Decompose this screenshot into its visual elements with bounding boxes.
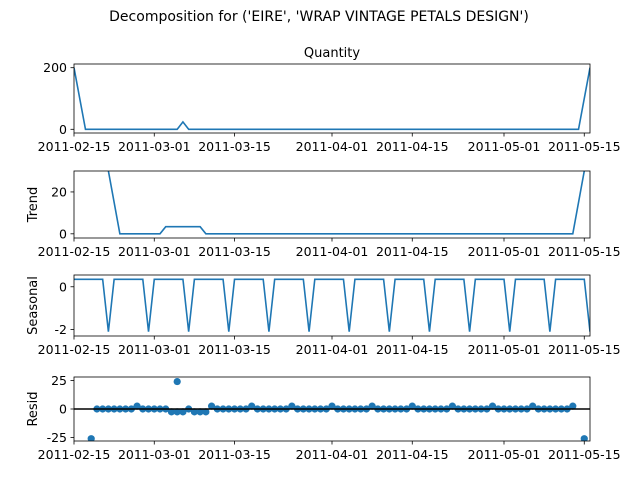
resid-point — [408, 402, 416, 410]
x-tick-label: 2011-05-15 — [548, 244, 621, 259]
y-tick-label: 0 — [59, 279, 67, 294]
seasonal-series — [74, 278, 590, 332]
figure-suptitle: Decomposition for ('EIRE', 'WRAP VINTAGE… — [109, 9, 529, 25]
resid-point — [288, 402, 296, 410]
observed-series — [74, 67, 590, 131]
x-tick-label: 2011-03-01 — [118, 447, 191, 462]
x-tick-label: 2011-02-15 — [38, 139, 111, 154]
resid-point — [87, 435, 95, 441]
trend-series — [107, 171, 586, 235]
x-tick-label: 2011-04-15 — [376, 244, 449, 259]
x-tick-label: 2011-03-01 — [118, 342, 191, 357]
y-tick-label: -25 — [47, 430, 67, 445]
resid-point — [580, 435, 588, 441]
x-tick-label: 2011-04-15 — [376, 447, 449, 462]
x-tick-label: 2011-03-01 — [118, 139, 191, 154]
resid-point — [448, 402, 456, 410]
panel-title-quantity: Quantity — [304, 46, 360, 61]
resid-point — [328, 402, 336, 410]
x-tick-label: 2011-03-15 — [198, 244, 271, 259]
resid-point — [248, 402, 256, 410]
resid-point — [133, 402, 141, 410]
x-tick-label: 2011-05-15 — [548, 342, 621, 357]
x-tick-label: 2011-05-01 — [468, 139, 541, 154]
resid-point — [488, 402, 497, 410]
resid-series — [87, 377, 588, 441]
y-tick-label: 0 — [59, 402, 67, 417]
observed-axes-frame — [73, 63, 591, 134]
resid-point — [167, 408, 176, 416]
resid-ylabel: Resid — [26, 391, 41, 426]
resid-point — [173, 377, 181, 386]
x-tick-label: 2011-02-15 — [38, 447, 111, 462]
y-tick-label: 0 — [59, 122, 67, 137]
resid-point — [368, 402, 376, 410]
x-tick-label: 2011-05-01 — [468, 447, 541, 462]
x-tick-label: 2011-03-01 — [118, 244, 191, 259]
resid-point — [569, 402, 577, 410]
x-tick-label: 2011-05-15 — [548, 139, 621, 154]
trend-ylabel: Trend — [26, 187, 41, 224]
x-tick-label: 2011-03-15 — [198, 139, 271, 154]
x-tick-label: 2011-03-15 — [198, 447, 271, 462]
resid-point — [202, 408, 210, 416]
seasonal-line — [74, 278, 590, 332]
x-tick-label: 2011-04-01 — [296, 139, 369, 154]
x-tick-label: 2011-04-15 — [376, 342, 449, 357]
x-tick-label: 2011-02-15 — [38, 244, 111, 259]
x-tick-label: 2011-04-01 — [296, 244, 369, 259]
resid-point — [529, 402, 537, 410]
x-tick-label: 2011-03-15 — [198, 342, 271, 357]
y-tick-label: 25 — [51, 373, 67, 388]
x-tick-label: 2011-02-15 — [38, 342, 111, 357]
x-tick-label: 2011-05-01 — [468, 244, 541, 259]
x-tick-label: 2011-04-15 — [376, 139, 449, 154]
trend-axes-frame — [73, 170, 591, 239]
x-tick-label: 2011-04-01 — [296, 447, 369, 462]
x-tick-label: 2011-05-01 — [468, 342, 541, 357]
y-tick-label: 0 — [59, 226, 67, 241]
seasonal-ylabel: Seasonal — [26, 276, 41, 335]
resid-point — [173, 408, 181, 416]
y-tick-label: 20 — [51, 184, 67, 199]
trend-line — [107, 171, 586, 235]
resid-point — [190, 408, 198, 416]
x-tick-label: 2011-04-01 — [296, 342, 369, 357]
resid-point — [179, 408, 187, 416]
y-tick-label: -2 — [55, 322, 67, 337]
y-tick-label: 200 — [43, 60, 67, 75]
resid-point — [208, 402, 216, 410]
resid-point — [196, 408, 204, 416]
observed-line — [74, 67, 590, 131]
x-tick-label: 2011-05-15 — [548, 447, 621, 462]
